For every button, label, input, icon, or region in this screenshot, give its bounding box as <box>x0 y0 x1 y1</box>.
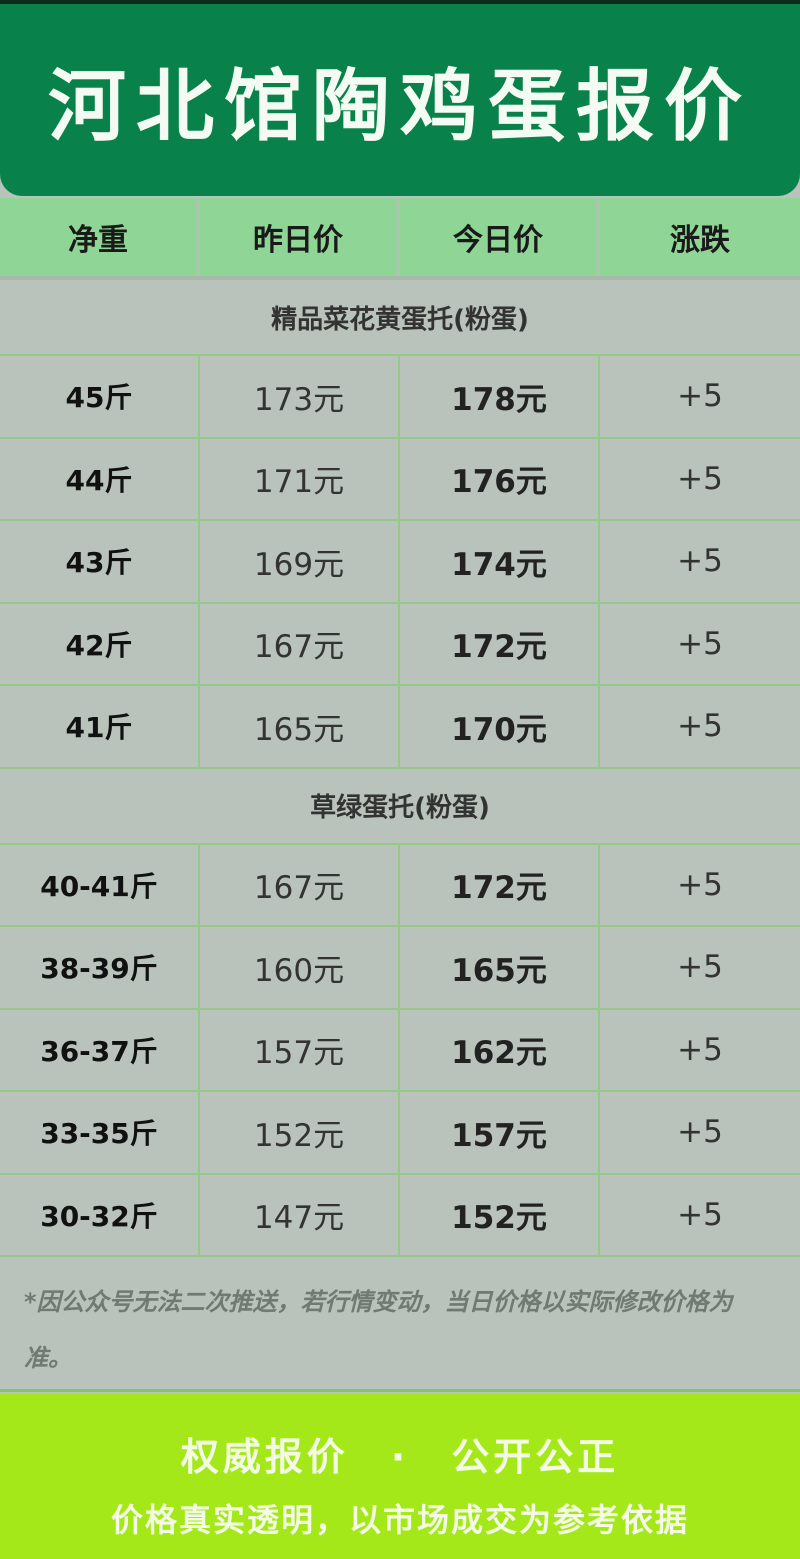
section-title: 草绿蛋托(粉蛋) <box>0 769 800 845</box>
cell-change: +5 <box>677 1031 723 1068</box>
cell-today-price: 157元 <box>400 1092 600 1173</box>
cell-today-price: 162元 <box>400 1009 600 1090</box>
table-row: 40-41斤 167元 172元 +5 <box>0 844 800 927</box>
cell-yesterday-price: 171元 <box>200 438 400 519</box>
table-row: 33-35斤 152元 157元 +5 <box>0 1092 800 1175</box>
cell-change: +5 <box>677 625 723 662</box>
cell-change: +5 <box>677 543 723 580</box>
footer-banner: 权威报价 · 公开公正 价格真实透明，以市场成交为参考依据 <box>0 1394 800 1559</box>
cell-weight: 45斤 <box>0 356 200 437</box>
footer-subtitle: 价格真实透明，以市场成交为参考依据 <box>110 1501 689 1539</box>
cell-change: +5 <box>677 378 723 415</box>
cell-change: +5 <box>677 1196 723 1233</box>
cell-weight: 30-32斤 <box>0 1174 200 1255</box>
cell-today-price: 178元 <box>400 356 600 437</box>
cell-today-price: 176元 <box>400 438 600 519</box>
cell-weight: 33-35斤 <box>0 1092 200 1173</box>
table-row: 44斤 171元 176元 +5 <box>0 438 800 521</box>
cell-today-price: 172元 <box>400 603 600 684</box>
header-yesterday: 昨日价 <box>200 198 400 276</box>
cell-today-price: 165元 <box>400 927 600 1008</box>
cell-today-price: 174元 <box>400 521 600 602</box>
table-header: 净重 昨日价 今日价 涨跌 <box>0 198 800 280</box>
cell-yesterday-price: 167元 <box>200 844 400 925</box>
footer-slogan: 权威报价 · 公开公正 <box>180 1435 620 1479</box>
section-title: 精品菜花黄蛋托(粉蛋) <box>0 280 800 356</box>
cell-yesterday-price: 160元 <box>200 927 400 1008</box>
cell-weight: 38-39斤 <box>0 927 200 1008</box>
disclaimer-note: *因公众号无法二次推送，若行情变动，当日价格以实际修改价格为准。 <box>0 1258 800 1392</box>
cell-today-price: 152元 <box>400 1174 600 1255</box>
header-weight: 净重 <box>0 198 200 276</box>
cell-weight: 41斤 <box>0 686 200 767</box>
cell-yesterday-price: 167元 <box>200 603 400 684</box>
cell-weight: 42斤 <box>0 603 200 684</box>
cell-yesterday-price: 165元 <box>200 686 400 767</box>
cell-yesterday-price: 147元 <box>200 1174 400 1255</box>
cell-yesterday-price: 157元 <box>200 1009 400 1090</box>
table-row: 42斤 167元 172元 +5 <box>0 603 800 686</box>
cell-weight: 44斤 <box>0 438 200 519</box>
table-row: 36-37斤 157元 162元 +5 <box>0 1009 800 1092</box>
cell-yesterday-price: 169元 <box>200 521 400 602</box>
cell-change: +5 <box>677 460 723 497</box>
header-change: 涨跌 <box>670 223 730 258</box>
cell-yesterday-price: 152元 <box>200 1092 400 1173</box>
table-row: 45斤 173元 178元 +5 <box>0 356 800 439</box>
table-row: 30-32斤 147元 152元 +5 <box>0 1174 800 1257</box>
cell-weight: 36-37斤 <box>0 1009 200 1090</box>
table-row: 38-39斤 160元 165元 +5 <box>0 927 800 1010</box>
title-banner: 河北馆陶鸡蛋报价 <box>0 4 800 196</box>
cell-change: +5 <box>677 1114 723 1151</box>
cell-change: +5 <box>677 949 723 986</box>
header-today: 今日价 <box>400 198 600 276</box>
cell-change: +5 <box>677 866 723 903</box>
cell-weight: 40-41斤 <box>0 844 200 925</box>
cell-today-price: 170元 <box>400 686 600 767</box>
top-bar <box>0 0 800 6</box>
cell-weight: 43斤 <box>0 521 200 602</box>
cell-change: +5 <box>677 708 723 745</box>
cell-today-price: 172元 <box>400 844 600 925</box>
table-row: 41斤 165元 170元 +5 <box>0 686 800 769</box>
page-title: 河北馆陶鸡蛋报价 <box>47 62 752 152</box>
cell-yesterday-price: 173元 <box>200 356 400 437</box>
price-table: 净重 昨日价 今日价 涨跌 精品菜花黄蛋托(粉蛋) 45斤 173元 178元 +5 44… <box>0 198 800 1257</box>
table-row: 43斤 169元 174元 +5 <box>0 521 800 604</box>
